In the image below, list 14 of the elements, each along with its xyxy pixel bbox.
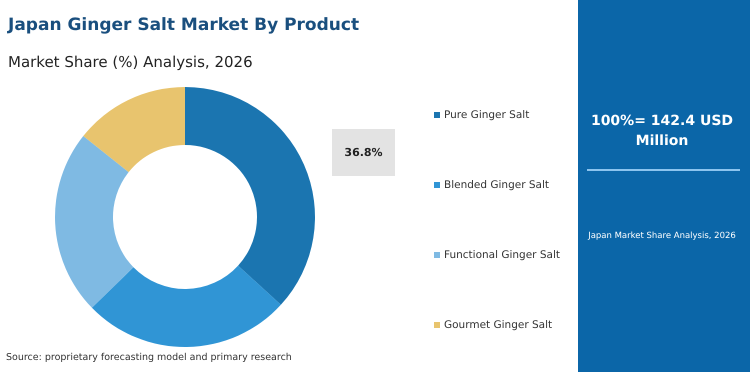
donut-slice [55,136,134,308]
legend-label: Blended Ginger Salt [444,179,549,191]
chart-subtitle: Market Share (%) Analysis, 2026 [8,53,253,71]
text: Japan Market Share Analysis, 2026 [587,231,736,241]
donut-slice [92,266,281,347]
legend-label: Pure Ginger Salt [444,109,530,121]
data-label: 36.8% [344,146,383,159]
chart-title: Japan Ginger Salt Market By Product [7,15,360,35]
source-note: Source: proprietary forecasting model and primary research [6,352,292,363]
donut-slice [83,87,185,172]
legend-label: Gourmet Ginger Salt [444,319,552,331]
legend-label: Functional Ginger Salt [444,249,560,261]
text: 100%= 142.4 USD Million [590,113,734,149]
donut-slice [185,87,315,305]
